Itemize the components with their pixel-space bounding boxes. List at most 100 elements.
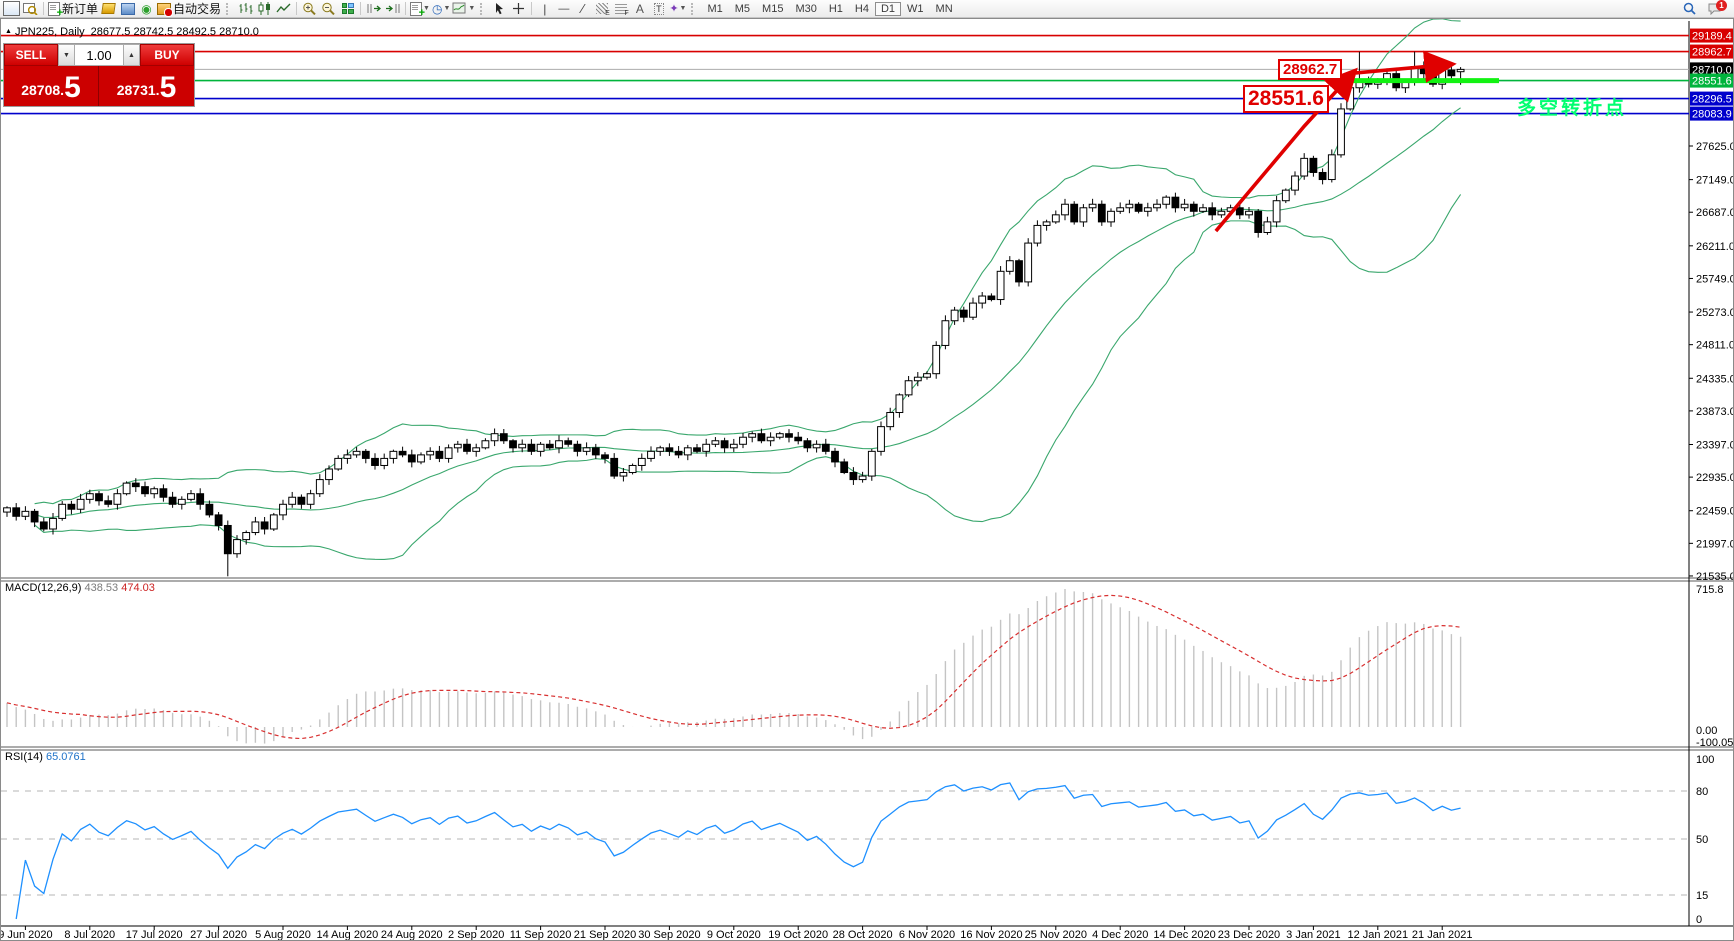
- search-button[interactable]: [1680, 1, 1699, 17]
- sell-button[interactable]: SELL: [4, 44, 58, 66]
- date-label: 28 Oct 2020: [833, 929, 893, 940]
- timeframe-mn-button[interactable]: MN: [935, 2, 953, 15]
- date-label: 21 Sep 2020: [574, 929, 636, 940]
- price-tick-label: 22459.0: [1696, 506, 1733, 518]
- trendline-tool-button[interactable]: ∕: [573, 1, 592, 17]
- templates-button[interactable]: ▼: [451, 1, 476, 17]
- date-label: 30 Sep 2020: [638, 929, 700, 940]
- periods-button[interactable]: ◷ ▼: [431, 1, 451, 17]
- price-axis[interactable]: 27625.0 27149.0 26687.0 26211.0 25749.0 25273…: [1689, 28, 1733, 926]
- new-chart-button[interactable]: [2, 1, 21, 17]
- timeframe-h4-button[interactable]: H4: [854, 2, 869, 15]
- tile-windows-button[interactable]: [338, 1, 357, 17]
- price-badge: [1690, 91, 1733, 106]
- toolbar-grip: [480, 2, 486, 15]
- timeframe-m5-button[interactable]: M5: [734, 2, 751, 15]
- timeframe-m30-button[interactable]: M30: [795, 2, 817, 15]
- volume-decrease-button[interactable]: ▼: [58, 44, 75, 66]
- rsi-axis-label: 15: [1696, 890, 1708, 902]
- bar-chart-mode-button[interactable]: [236, 1, 255, 17]
- price-tick-label: 27625.0: [1696, 141, 1733, 153]
- notifications-button[interactable]: 1: [1705, 0, 1727, 17]
- channel-tool-button[interactable]: E: [592, 1, 611, 17]
- price-badge: [1690, 44, 1733, 59]
- profiles-button[interactable]: [21, 1, 40, 17]
- candle-chart-mode-button[interactable]: [255, 1, 274, 17]
- indicators-icon: +: [410, 1, 425, 18]
- crosshair-tool-button[interactable]: [509, 1, 528, 17]
- vline-tool-button[interactable]: |: [535, 1, 554, 17]
- equidistant-channel-icon: E: [595, 3, 610, 17]
- buy-price-big: 5: [159, 71, 177, 104]
- macd-pane: [6, 589, 1462, 744]
- macd-axis-label: 0.00: [1696, 725, 1717, 737]
- volume-increase-button[interactable]: ▲: [123, 44, 140, 66]
- price-tick-label: 25749.0: [1696, 273, 1733, 285]
- date-label: 9 Oct 2020: [707, 929, 761, 940]
- buy-button[interactable]: BUY: [140, 44, 194, 66]
- rsi-axis-label: 100: [1696, 754, 1714, 766]
- volume-input[interactable]: 1.00: [75, 44, 123, 66]
- buy-price[interactable]: 28731. 5: [99, 66, 194, 106]
- metaeditor-button[interactable]: [99, 1, 118, 17]
- new-order-button[interactable]: + 新订单: [47, 1, 99, 18]
- timeframe-m1-button[interactable]: M1: [707, 2, 723, 15]
- fibonacci-tool-button[interactable]: F: [611, 1, 630, 17]
- zoom-in-button[interactable]: [300, 1, 319, 17]
- terminal-button[interactable]: [118, 1, 137, 17]
- vertical-line-icon: |: [543, 1, 547, 16]
- auto-scroll-button[interactable]: [364, 1, 383, 17]
- level-lines[interactable]: [1, 34, 1689, 115]
- toolbar-separator: [296, 2, 298, 15]
- arrows-tool-button[interactable]: ✦ ▼: [668, 1, 687, 17]
- sell-price[interactable]: 28708. 5: [4, 66, 99, 106]
- rsi-axis-label: 0: [1696, 914, 1702, 926]
- date-label: 21 Jan 2021: [1412, 929, 1473, 940]
- date-label: 9 Jun 2020: [1, 929, 53, 940]
- bb-upper: [34, 19, 1461, 505]
- date-label: 25 Nov 2020: [1025, 929, 1087, 940]
- auto-scroll-icon: [367, 4, 382, 13]
- dropdown-arrow-icon: ▼: [679, 5, 687, 12]
- autotrading-label: 自动交易: [173, 2, 222, 16]
- indicators-button[interactable]: + ▼: [409, 1, 431, 18]
- time-axis[interactable]: 9 Jun 2020 8 Jul 2020 17 Jul 2020 27 Jul 20…: [1, 926, 1472, 940]
- date-label: 19 Oct 2020: [768, 929, 828, 940]
- turning-point-annotation[interactable]: 多空转折点: [1517, 98, 1628, 119]
- zoom-out-button[interactable]: [319, 1, 338, 17]
- autotrading-button[interactable]: 自动交易: [156, 1, 222, 17]
- bb-lower: [34, 194, 1462, 561]
- template-icon: [452, 2, 466, 14]
- timeframe-d1-button[interactable]: D1: [874, 1, 902, 16]
- line-chart-mode-button[interactable]: [274, 1, 293, 17]
- collapse-triangle-icon[interactable]: ▲: [5, 28, 12, 35]
- support-price-label[interactable]: 28551.6: [1243, 85, 1329, 113]
- cursor-icon: [496, 3, 504, 15]
- new-order-label: 新订单: [62, 2, 99, 16]
- red-flat-arrow: [1355, 50, 1457, 83]
- timeframe-w1-button[interactable]: W1: [907, 2, 924, 15]
- date-label: 23 Dec 2020: [1218, 929, 1280, 940]
- text-label-tool-button[interactable]: T: [649, 1, 668, 17]
- price-tick-label: 24335.0: [1696, 373, 1733, 385]
- tile-windows-icon: [341, 3, 354, 14]
- signals-button[interactable]: ◉: [137, 1, 156, 17]
- dropdown-arrow-icon: ▼: [468, 5, 476, 12]
- text-tool-button[interactable]: A: [630, 1, 649, 17]
- chart-shift-button[interactable]: [383, 1, 402, 17]
- timeframe-h1-button[interactable]: H1: [828, 2, 843, 15]
- user-drawings[interactable]: [1214, 50, 1499, 233]
- timeframe-m15-button[interactable]: M15: [762, 2, 784, 15]
- rsi-pane: [1, 782, 1689, 920]
- cursor-tool-button[interactable]: [490, 1, 509, 17]
- price-tick-label: 21535.0: [1696, 571, 1733, 583]
- hline-tool-button[interactable]: —: [554, 1, 573, 17]
- autotrading-icon: [157, 2, 174, 17]
- toolbar-separator: [43, 2, 44, 15]
- price-badge-label: 29189.4: [1692, 31, 1732, 43]
- price-tick-label: 27149.0: [1696, 175, 1733, 187]
- candlestick-icon: [258, 2, 271, 15]
- date-label: 5 Aug 2020: [255, 929, 311, 940]
- resistance-price-label[interactable]: 28962.7: [1278, 59, 1343, 80]
- buy-price-main: 28731.: [116, 82, 160, 98]
